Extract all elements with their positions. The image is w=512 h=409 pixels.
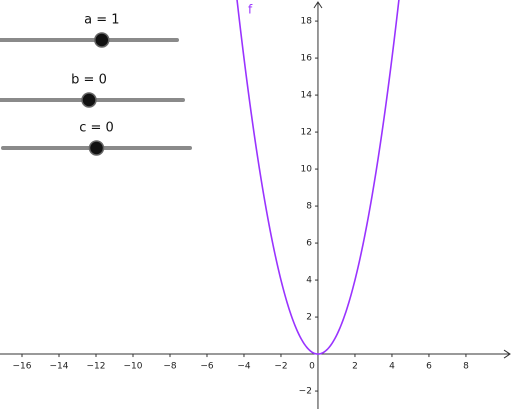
slider-label: a = 1 <box>84 13 119 28</box>
function-label: f <box>248 3 253 17</box>
slider-handle[interactable] <box>81 92 97 108</box>
y-tick-label: 12 <box>301 128 312 138</box>
y-tick-label: 4 <box>306 276 312 286</box>
y-tick-label: 14 <box>301 91 313 101</box>
y-axis-arrow <box>313 1 323 9</box>
y-tick-label: 2 <box>306 313 312 323</box>
x-tick-label: −14 <box>50 362 69 372</box>
x-tick-label: 0 <box>309 362 315 372</box>
x-tick-label: 6 <box>426 362 432 372</box>
x-tick-label: −10 <box>123 362 142 372</box>
y-tick-label: 18 <box>301 17 313 27</box>
slider-handle[interactable] <box>94 32 110 48</box>
x-tick-label: −4 <box>237 362 251 372</box>
slider-label: c = 0 <box>79 121 114 136</box>
x-tick-label: 8 <box>463 362 469 372</box>
y-tick-label: 10 <box>301 165 313 175</box>
x-tick-label: −6 <box>200 362 214 372</box>
function-curve[interactable] <box>232 0 404 355</box>
y-tick-label: −2 <box>299 387 312 397</box>
slider-label: b = 0 <box>71 73 107 88</box>
y-tick-label: 16 <box>301 54 313 64</box>
y-tick-label: 6 <box>306 239 312 249</box>
x-tick-label: 4 <box>389 362 395 372</box>
y-tick-label: 8 <box>306 202 312 212</box>
x-tick-label: −8 <box>163 362 177 372</box>
x-tick-label: −12 <box>87 362 106 372</box>
slider-handle[interactable] <box>88 140 105 156</box>
x-tick-label: −2 <box>274 362 287 372</box>
x-axis-arrow <box>503 349 511 359</box>
x-tick-label: 2 <box>352 362 358 372</box>
x-tick-label: −16 <box>13 362 32 372</box>
